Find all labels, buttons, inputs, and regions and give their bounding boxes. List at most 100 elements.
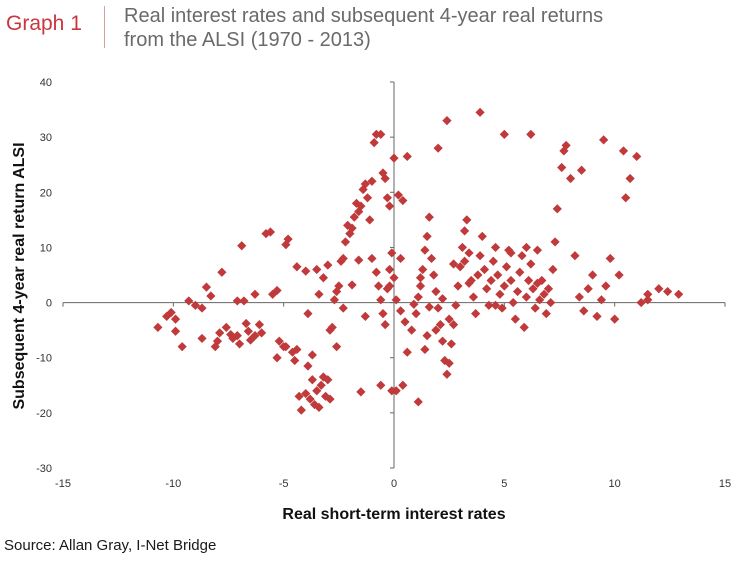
data-point [526,259,536,269]
data-point [314,402,324,412]
data-point [327,322,337,332]
data-point [535,295,545,305]
data-point [354,206,364,217]
data-point [371,267,381,277]
data-point [460,256,470,266]
data-point [442,116,452,126]
data-point [435,320,445,330]
data-point [257,328,267,338]
data-point [488,256,498,266]
y-tick-label: 40 [40,77,52,89]
data-point [287,347,298,357]
data-point [217,267,227,277]
data-point [431,286,441,297]
data-point [477,231,487,241]
data-point [347,280,357,290]
data-point [268,289,278,299]
data-point [398,195,408,206]
data-point [526,129,536,139]
data-point [479,264,490,275]
y-tick-label: -20 [36,408,52,420]
data-point [261,229,271,239]
data-point [389,153,399,163]
data-point [457,242,468,253]
data-point [329,295,340,305]
data-point [510,314,520,324]
data-point [413,292,423,302]
data-point [579,306,589,316]
data-point [301,388,311,399]
data-point [490,242,501,253]
data-point [272,353,282,363]
data-point [437,294,448,304]
data-point [524,275,534,286]
x-tick-label: 0 [391,478,397,490]
data-point [415,273,426,283]
data-point [643,289,653,299]
data-point [292,262,302,272]
data-point [387,386,397,396]
data-point [354,255,364,265]
data-point [384,264,395,275]
data-point [431,325,441,335]
data-point [426,253,437,264]
data-point [610,314,620,324]
data-point [559,146,569,156]
data-point [312,386,322,396]
data-point [162,311,172,321]
data-point [303,361,313,371]
data-point [448,259,459,269]
tick-labels: -30 -20 -10 0 10 20 30 40 -15 -10 -5 0 5 10 15 [36,77,731,490]
data-point [307,375,317,385]
data-point [475,251,485,261]
data-point [197,303,207,313]
data-point [420,245,430,255]
y-tick-label: -30 [36,463,52,475]
data-point [415,281,426,291]
data-point [166,307,176,318]
data-point [272,285,282,296]
data-point [574,292,584,302]
data-point [234,339,245,349]
x-tick-label: -5 [279,478,289,490]
data-point [420,344,430,355]
data-point [592,311,602,321]
data-point [376,129,386,139]
data-point [360,311,370,321]
data-point [557,162,567,173]
data-point [583,284,593,294]
y-tick-label: 30 [40,132,52,144]
data-point [596,295,607,305]
y-tick-label: 0 [46,298,52,310]
data-point [618,146,629,156]
data-point [493,270,503,280]
data-point [444,314,454,324]
data-point [221,322,231,332]
data-point [605,253,615,264]
data-point [396,306,406,316]
data-point [473,270,483,280]
x-tick-label: -15 [55,478,71,490]
data-point [486,275,496,286]
data-point [418,264,428,275]
data-point [382,193,392,203]
chart-title-line2: from the ALSI (1970 - 2013) [124,29,371,51]
data-point [206,291,216,301]
data-point [495,289,505,299]
data-point [446,339,456,349]
data-point [338,253,348,264]
data-point [636,297,646,308]
data-point [407,325,417,335]
data-point [334,281,344,291]
data-point [601,281,611,291]
data-point [455,262,465,272]
data-point [453,281,463,291]
data-point [323,375,333,385]
data-point [292,344,302,355]
data-point [296,405,306,415]
data-point [197,333,207,344]
data-point [532,245,543,255]
data-point [543,284,554,294]
data-point [312,264,322,275]
